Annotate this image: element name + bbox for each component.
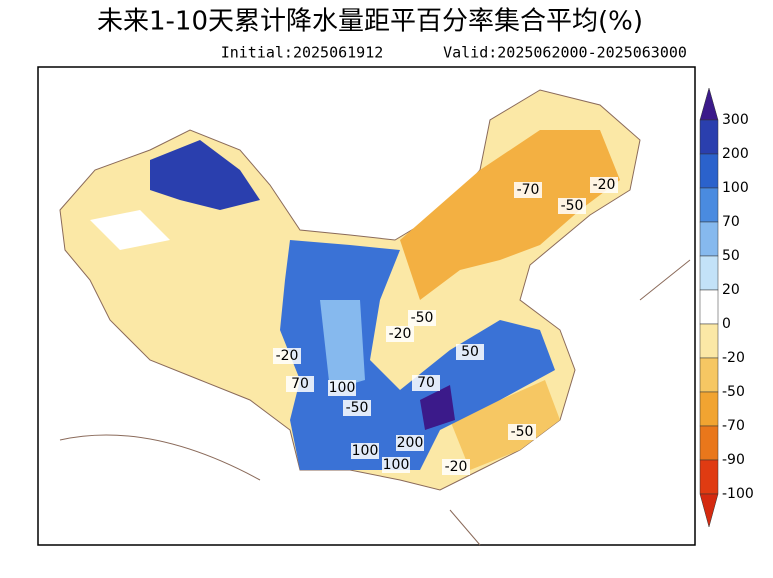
wet-core [420, 385, 455, 430]
blank-region [90, 210, 170, 250]
wet-region-west [150, 140, 260, 210]
contour-label: -20 [445, 459, 468, 475]
contour-label: -20 [276, 348, 299, 364]
contour-label-bg [456, 344, 484, 360]
colorbar-swatch [699, 119, 719, 155]
contour-label-bg [286, 376, 314, 392]
contour-label: 100 [383, 457, 410, 473]
wet-region-light [320, 300, 365, 390]
contour-label-bg [386, 326, 414, 342]
colorbar-label: 0 [722, 316, 731, 332]
contour-label-bg [396, 435, 424, 451]
contour-label: 200 [397, 435, 424, 451]
colorbar-swatch [699, 459, 719, 495]
colorbar-label: -20 [722, 350, 745, 366]
colorbar-swatch [699, 255, 719, 291]
contour-label-bg [412, 375, 440, 391]
map-title: 未来1-10天累计降水量距平百分率集合平均(%) [97, 7, 643, 37]
colorbar-label: -50 [722, 384, 745, 400]
colorbar-label: 300 [722, 112, 749, 128]
contour-label: 70 [291, 376, 309, 392]
colorbar-label: 20 [722, 282, 740, 298]
contour-label-bg [514, 182, 542, 198]
contour-label-bg [382, 457, 410, 473]
colorbar-end [699, 87, 719, 121]
contour-label: 70 [417, 375, 435, 391]
contour-label-bg [328, 380, 356, 396]
dry-region-north [400, 130, 620, 300]
colorbar-label: 50 [722, 248, 740, 264]
contour-label: 100 [329, 380, 356, 396]
colorbar-swatch [699, 153, 719, 189]
dry-region-south [450, 380, 560, 470]
colorbar-label: -100 [722, 486, 754, 502]
colorbar-label: 100 [722, 180, 749, 196]
contour-label: -70 [517, 182, 540, 198]
colorbar-label: 70 [722, 214, 740, 230]
contour-label-bg [273, 348, 301, 364]
valid-time: Valid:2025062000-2025063000 [443, 44, 687, 62]
contour-label: -20 [593, 177, 616, 193]
contour-label: -50 [561, 198, 584, 214]
colorbar-end [699, 493, 719, 528]
contour-label-bg [351, 443, 379, 459]
contour-label: -50 [411, 310, 434, 326]
colorbar-label: -70 [722, 418, 745, 434]
contour-label: 50 [461, 344, 479, 360]
colorbar-swatch [699, 391, 719, 427]
map-area [59, 89, 691, 546]
contour-label: 100 [352, 443, 379, 459]
contour-label-bg [442, 459, 470, 475]
colorbar-swatch [699, 323, 719, 359]
contour-label-bg [343, 400, 371, 416]
colorbar-swatch [699, 187, 719, 223]
contour-label: -50 [346, 400, 369, 416]
colorbar-swatch [699, 289, 719, 325]
initial-time: Initial:2025061912 [221, 44, 384, 62]
colorbar-label: -90 [722, 452, 745, 468]
colorbar-swatch [699, 425, 719, 461]
contour-label-bg [590, 177, 618, 193]
colorbar-swatch [699, 357, 719, 393]
contour-label-bg [558, 198, 586, 214]
contour-label: -50 [511, 424, 534, 440]
border-lines [59, 259, 691, 546]
contour-label: -20 [389, 326, 412, 342]
colorbar-label: 200 [722, 146, 749, 162]
colorbar-swatch [699, 221, 719, 257]
contour-label-bg [408, 310, 436, 326]
contour-label-bg [508, 424, 536, 440]
